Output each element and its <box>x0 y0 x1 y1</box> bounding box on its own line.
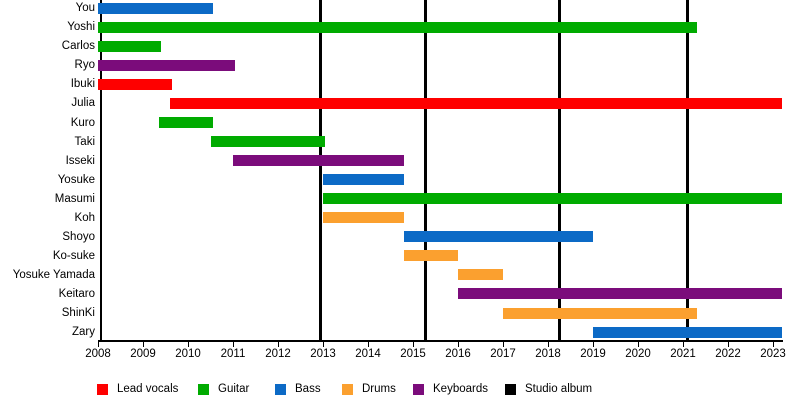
legend-label-studio-album: Studio album <box>525 383 593 395</box>
year-label: 2019 <box>580 348 606 360</box>
x-axis-tick <box>682 342 684 347</box>
member-bar-bass <box>593 326 782 338</box>
member-bar-bass <box>404 231 593 243</box>
x-axis-tick <box>547 342 549 347</box>
year-label: 2017 <box>490 348 516 360</box>
year-label: 2022 <box>715 348 741 360</box>
member-bar-drums <box>323 212 404 224</box>
year-label: 2010 <box>175 348 201 360</box>
year-label: 2023 <box>760 348 786 360</box>
legend-label-bass: Bass <box>295 383 321 395</box>
member-label: Julia <box>71 97 95 110</box>
x-axis-tick <box>412 342 414 347</box>
member-bar-drums <box>458 269 503 281</box>
member-label: Yosuke <box>57 173 95 186</box>
member-bar-guitar <box>210 136 326 148</box>
member-bar-keyboards <box>458 288 782 300</box>
x-axis-tick <box>277 342 279 347</box>
year-label: 2020 <box>625 348 651 360</box>
legend-swatch-drums <box>342 384 353 395</box>
member-bar-guitar <box>158 117 213 128</box>
legend-label-keyboards: Keyboards <box>433 383 488 395</box>
member-label: ShinKi <box>61 307 95 319</box>
legend-label-drums: Drums <box>362 383 396 395</box>
x-axis-tick <box>187 342 189 347</box>
member-bar-keyboards <box>98 59 236 71</box>
x-axis-tick <box>637 342 639 347</box>
studio-album-line <box>557 0 561 341</box>
member-bar-drums <box>404 250 458 262</box>
year-label: 2008 <box>85 348 111 360</box>
studio-album-line <box>319 0 323 341</box>
member-label: Zary <box>72 326 95 339</box>
member-label: Masumi <box>54 192 95 205</box>
member-bar-bass <box>323 174 404 186</box>
member-label: Ko-suke <box>52 249 95 262</box>
year-label: 2016 <box>445 348 471 360</box>
year-label: 2014 <box>355 348 381 360</box>
x-axis-tick <box>592 342 594 347</box>
member-bar-keyboards <box>233 155 404 167</box>
year-label: 2011 <box>220 348 246 360</box>
x-axis-tick <box>367 342 369 347</box>
legend-swatch-guitar <box>198 384 209 395</box>
year-label: 2013 <box>310 348 336 360</box>
legend-swatch-bass <box>275 384 286 395</box>
member-label: You <box>75 2 95 15</box>
legend-swatch-lead-vocals <box>97 384 108 395</box>
year-label: 2009 <box>130 348 156 360</box>
year-label: 2015 <box>400 348 426 360</box>
member-label: Koh <box>74 211 95 224</box>
x-axis-tick <box>142 342 144 347</box>
x-axis-tick <box>772 342 774 347</box>
x-axis-tick <box>322 342 324 347</box>
member-bar-lead-vocals <box>170 97 782 109</box>
y-axis-line <box>100 0 102 342</box>
studio-album-line <box>686 0 689 341</box>
member-label: Ryo <box>74 59 95 72</box>
member-label: Kuro <box>70 116 95 129</box>
x-axis-tick <box>727 342 729 347</box>
year-label: 2012 <box>265 348 291 360</box>
year-label: 2018 <box>535 348 561 360</box>
member-bar-lead-vocals <box>98 78 173 90</box>
member-label: Ibuki <box>70 78 95 91</box>
member-label: Shoyo <box>62 230 95 243</box>
legend-swatch-studio-album <box>505 384 516 395</box>
member-label: Yoshi <box>67 21 95 34</box>
member-label: Keitaro <box>58 287 95 300</box>
member-bar-bass <box>98 2 213 14</box>
legend-label-guitar: Guitar <box>218 383 250 395</box>
x-axis-tick <box>457 342 459 347</box>
member-label: Isseki <box>65 154 95 167</box>
studio-album-line <box>423 0 427 341</box>
member-bar-guitar <box>98 21 697 33</box>
legend-label-lead-vocals: Lead vocals <box>117 383 179 395</box>
x-axis-tick <box>97 342 99 347</box>
member-bar-guitar <box>98 40 161 52</box>
member-label: Taki <box>74 135 95 148</box>
year-label: 2021 <box>670 348 696 360</box>
member-bar-guitar <box>323 193 782 205</box>
x-axis-tick <box>232 342 234 347</box>
x-axis-tick <box>502 342 504 347</box>
x-axis-line <box>98 340 783 342</box>
member-label: Carlos <box>61 40 95 53</box>
legend-swatch-keyboards <box>413 384 424 395</box>
member-label: Yosuke Yamada <box>12 268 95 281</box>
member-bar-drums <box>503 307 697 319</box>
